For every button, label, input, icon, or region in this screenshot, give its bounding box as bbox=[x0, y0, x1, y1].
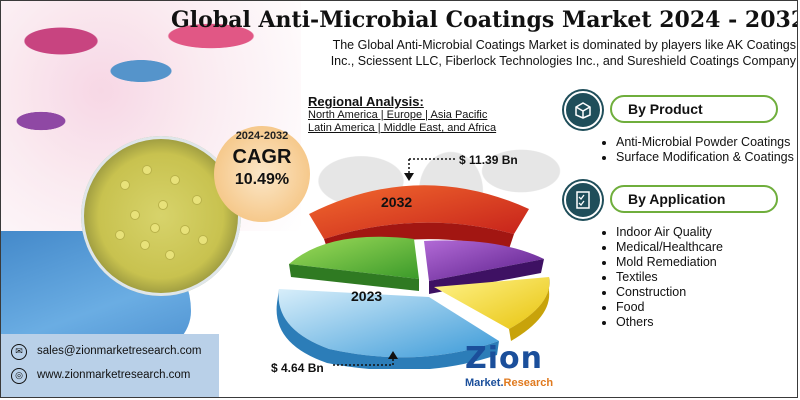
page-title: Global Anti-Microbial Coatings Market 20… bbox=[171, 7, 798, 33]
pie-svg: 2032 2023 bbox=[276, 185, 550, 371]
cagr-value: 10.49% bbox=[234, 171, 290, 188]
arrow-down-icon bbox=[404, 158, 456, 181]
mail-icon: ✉ bbox=[11, 344, 27, 360]
email-link[interactable]: sales@zionmarketresearch.com bbox=[37, 345, 202, 357]
logo-word: Zion bbox=[465, 341, 544, 376]
cagr-badge: 2024-2032 CAGR 10.49% bbox=[214, 126, 310, 222]
list-item: Surface Modification & Coatings bbox=[616, 150, 794, 165]
list-item: Food bbox=[616, 300, 794, 315]
pie-slice-yellow bbox=[434, 277, 550, 329]
subtitle-line-1: The Global Anti-Microbial Coatings Marke… bbox=[332, 38, 796, 52]
regional-heading: Regional Analysis: bbox=[308, 94, 424, 109]
list-item: Textiles bbox=[616, 270, 794, 285]
pie-label-2023: 2023 bbox=[351, 288, 382, 304]
value-2032: $ 11.39 Bn bbox=[459, 153, 518, 167]
pie-slice-2032 bbox=[309, 185, 529, 239]
box-icon bbox=[564, 91, 602, 129]
by-product-header: By Product bbox=[564, 91, 794, 129]
by-application-pill: By Application bbox=[610, 185, 778, 213]
product-list: Anti-Microbial Powder Coatings Surface M… bbox=[564, 135, 794, 165]
subtitle-line-2: Inc., Sciessent LLC, Fiberlock Technolog… bbox=[330, 54, 796, 68]
pie-slice-purple bbox=[424, 240, 544, 281]
by-application-header: By Application bbox=[564, 181, 794, 219]
regional-line-2: Latin America | Middle East, and Africa bbox=[308, 122, 497, 134]
subtitle: The Global Anti-Microbial Coatings Marke… bbox=[256, 37, 796, 69]
pie-label-2032: 2032 bbox=[381, 194, 412, 210]
list-item: Others bbox=[616, 315, 794, 330]
globe-icon: ◎ bbox=[11, 368, 27, 384]
by-application-heading: By Application bbox=[616, 189, 772, 209]
list-item: Indoor Air Quality bbox=[616, 225, 794, 240]
list-item: Construction bbox=[616, 285, 794, 300]
value-2023: $ 4.64 Bn bbox=[271, 361, 324, 375]
checklist-icon bbox=[564, 181, 602, 219]
by-product-pill: By Product bbox=[610, 95, 778, 123]
by-product-heading: By Product bbox=[616, 99, 772, 119]
logo-subtitle: Market.Research bbox=[465, 377, 553, 389]
pie-slice-2023 bbox=[278, 289, 499, 358]
regional-analysis: Regional Analysis: North America | Europ… bbox=[308, 94, 538, 135]
logo-sub-b: Research bbox=[503, 377, 554, 389]
contact-box: ✉ sales@zionmarketresearch.com ◎ www.zio… bbox=[1, 334, 219, 397]
list-item: Medical/Healthcare bbox=[616, 240, 794, 255]
cagr-label: CAGR bbox=[232, 146, 292, 168]
pie-graphic: 2032 2023 bbox=[269, 169, 569, 371]
list-item: Mold Remediation bbox=[616, 255, 794, 270]
regional-line-1: North America | Europe | Asia Pacific bbox=[308, 109, 488, 121]
application-list: Indoor Air Quality Medical/Healthcare Mo… bbox=[564, 225, 794, 330]
segments-panel: By Product Anti-Microbial Powder Coating… bbox=[564, 91, 794, 330]
cagr-years: 2024-2032 bbox=[235, 130, 289, 142]
website-link[interactable]: www.zionmarketresearch.com bbox=[37, 369, 191, 381]
list-item: Anti-Microbial Powder Coatings bbox=[616, 135, 794, 150]
arrow-up-icon bbox=[333, 351, 398, 366]
pie-slice-green bbox=[289, 236, 419, 279]
logo-sub-a: Market. bbox=[465, 377, 504, 389]
zion-logo: Zion Market.Research bbox=[463, 341, 553, 396]
